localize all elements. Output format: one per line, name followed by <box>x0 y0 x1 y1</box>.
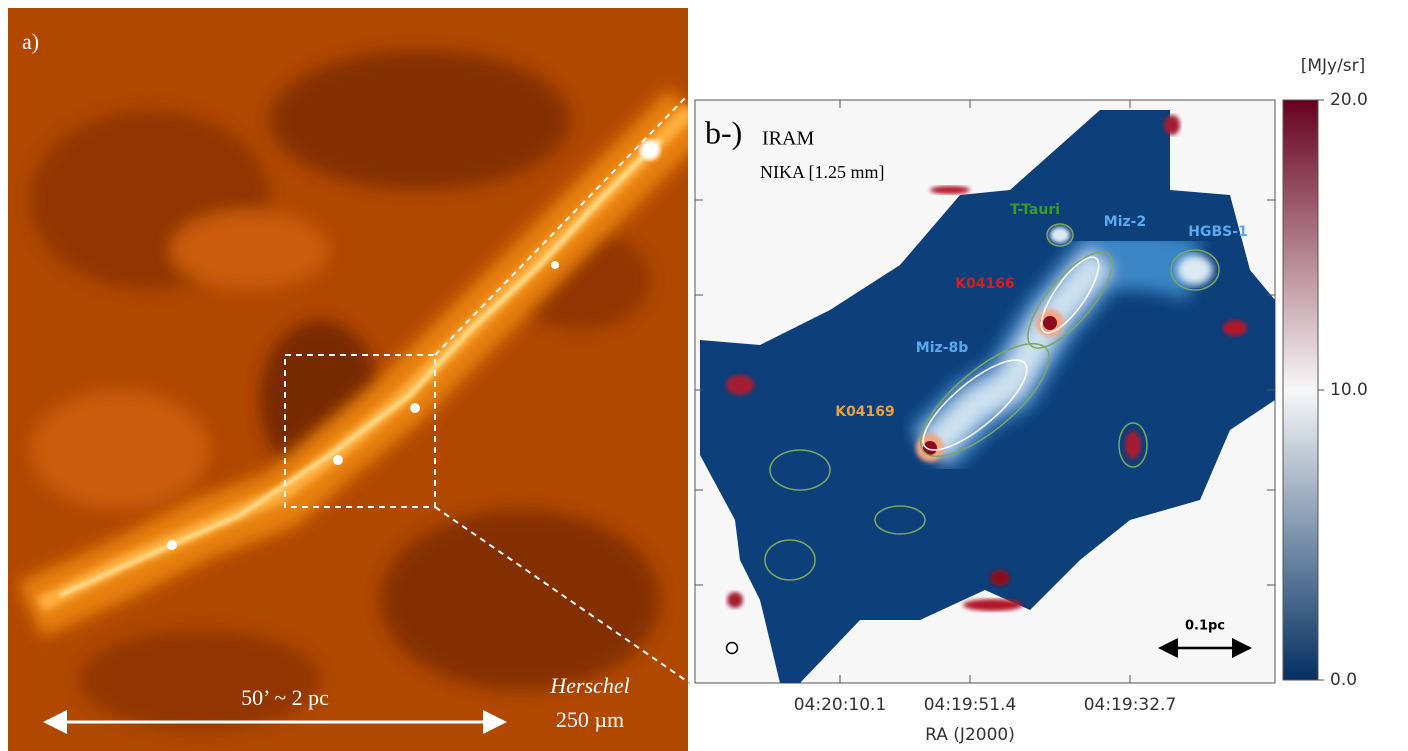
colorbar-tick-label: 0.0 <box>1330 670 1357 690</box>
colorbar-unit: [MJy/sr] <box>1301 56 1366 76</box>
colorbar-tick-label: 20.0 <box>1330 90 1368 110</box>
band-label: 250 µm <box>556 707 624 732</box>
ra-tick-label: 04:19:32.7 <box>1084 695 1177 715</box>
source-label: Miz-2 <box>1104 214 1146 230</box>
telescope-label: IRAM <box>762 128 814 150</box>
zoom-box <box>284 354 436 508</box>
colorbar-tick-label: 10.0 <box>1330 380 1368 400</box>
ra-ticks: 04:20:10.1 04:19:51.4 04:19:32.7 <box>794 695 1177 715</box>
scale-label: 50’ ~ 2 pc <box>241 685 329 710</box>
source-label: T-Tauri <box>1010 202 1060 218</box>
zoom-line <box>434 94 689 356</box>
colorbar-ticks: 20.0 10.0 0.0 <box>1318 90 1368 690</box>
source-label: K04169 <box>835 404 895 420</box>
herschel-image <box>8 8 688 751</box>
source-label: Miz-8b <box>916 340 968 356</box>
beam <box>725 641 739 655</box>
instrument-label: NIKA [1.25 mm] <box>760 162 885 182</box>
source-label: HGBS-1 <box>1188 224 1248 240</box>
frame-ticks <box>695 100 1275 683</box>
source-labels: T-Tauri Miz-2 HGBS-1 K04166 Miz-8b K04169 <box>835 202 1248 420</box>
panel-label: a) <box>22 29 39 54</box>
ra-tick-label: 04:20:10.1 <box>794 695 887 715</box>
scale-bar-label: 0.1pc <box>1185 619 1225 634</box>
colorbar <box>1282 99 1319 681</box>
nika-map <box>700 110 1275 683</box>
x-axis-label: RA (J2000) <box>925 725 1015 745</box>
ra-tick-label: 04:19:51.4 <box>924 695 1017 715</box>
source-label: K04166 <box>955 276 1015 292</box>
panel-label: b-) <box>705 114 742 150</box>
zoom-line <box>434 506 689 683</box>
instrument-label: Herschel <box>549 673 629 698</box>
zoom-line <box>687 681 691 685</box>
